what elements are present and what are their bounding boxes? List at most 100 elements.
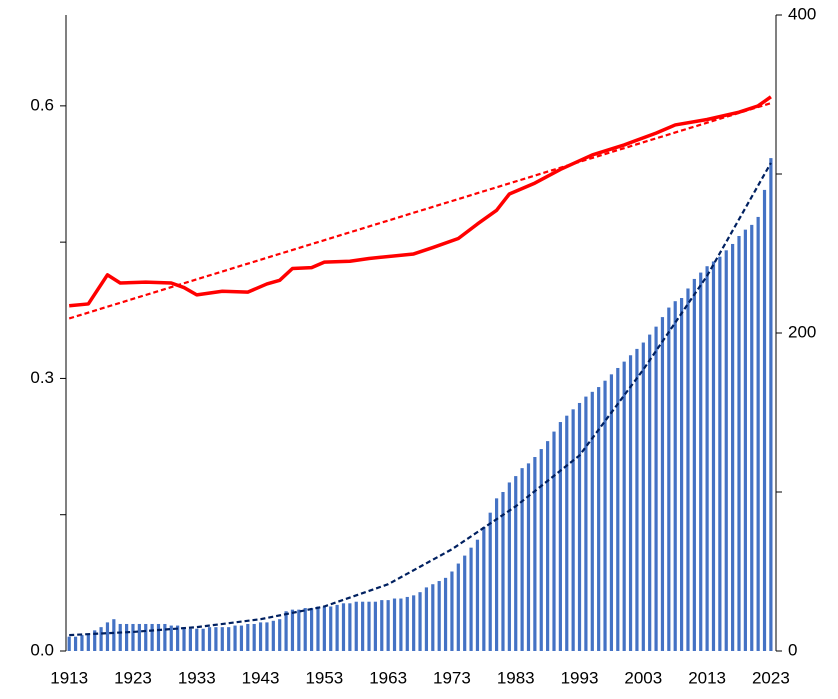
bar xyxy=(641,342,645,651)
bar xyxy=(239,625,244,651)
bar xyxy=(233,625,237,651)
bar xyxy=(348,603,352,651)
bar xyxy=(699,272,703,651)
bar xyxy=(297,609,301,651)
trend-line xyxy=(69,162,772,637)
bar xyxy=(290,609,295,651)
bar xyxy=(577,402,582,651)
bar xyxy=(207,627,212,651)
bar xyxy=(322,606,326,651)
bar xyxy=(105,622,110,651)
bar xyxy=(354,601,358,651)
bar xyxy=(405,596,409,651)
bar xyxy=(520,468,524,651)
bar xyxy=(93,630,97,651)
bar xyxy=(648,334,652,651)
bar xyxy=(507,482,511,651)
bar xyxy=(80,635,84,651)
bar xyxy=(692,278,696,651)
bar xyxy=(412,595,416,651)
x-tick-label: 2013 xyxy=(688,668,726,687)
bar xyxy=(762,189,767,651)
bar xyxy=(195,628,199,651)
bar xyxy=(392,598,397,651)
bar xyxy=(603,380,607,651)
bar xyxy=(265,622,269,651)
bar xyxy=(118,623,122,651)
bar xyxy=(756,216,760,651)
bar xyxy=(227,627,231,651)
bar xyxy=(539,449,543,651)
bar xyxy=(622,361,626,651)
bar xyxy=(437,581,441,651)
x-tick-label: 1933 xyxy=(178,668,216,687)
trend-line xyxy=(68,102,772,320)
y2-tick-label: 200 xyxy=(788,322,816,341)
x-tick-label: 1913 xyxy=(50,668,88,687)
bar xyxy=(469,547,473,651)
bar xyxy=(246,623,250,651)
bar xyxy=(769,158,773,651)
bar xyxy=(443,577,448,651)
bar xyxy=(514,476,518,651)
bar xyxy=(309,608,314,651)
bar xyxy=(399,598,403,651)
bar xyxy=(373,601,377,651)
bar xyxy=(220,627,224,651)
bar xyxy=(475,539,480,651)
bar xyxy=(482,526,486,651)
bar xyxy=(654,326,658,651)
bar xyxy=(546,441,550,651)
bar xyxy=(565,415,569,651)
bar xyxy=(488,512,492,651)
bar xyxy=(705,266,709,651)
x-tick-label: 1993 xyxy=(561,668,599,687)
bar xyxy=(137,623,141,651)
bar xyxy=(628,355,633,651)
bar xyxy=(584,396,588,651)
bar xyxy=(367,601,371,651)
x-tick-label: 1953 xyxy=(305,668,343,687)
bar xyxy=(335,604,339,651)
bar xyxy=(731,243,735,651)
bar xyxy=(750,224,754,651)
x-tick-label: 1973 xyxy=(433,668,471,687)
y-tick-label: 0.0 xyxy=(30,640,54,659)
bar xyxy=(188,628,192,651)
bar xyxy=(380,600,384,651)
bar xyxy=(635,348,639,651)
y-tick-label: 0.6 xyxy=(30,95,54,114)
bar xyxy=(718,256,722,651)
bar xyxy=(169,625,173,651)
bar xyxy=(526,463,531,651)
x-tick-label: 1923 xyxy=(114,668,152,687)
x-tick-label: 1983 xyxy=(497,668,535,687)
bar xyxy=(67,636,71,651)
bar xyxy=(258,622,263,651)
bar xyxy=(711,261,716,651)
bar xyxy=(743,229,747,651)
bar xyxy=(144,623,148,651)
y2-tick-label: 0 xyxy=(788,640,797,659)
bar xyxy=(667,307,671,651)
bar xyxy=(112,619,116,651)
bar xyxy=(182,627,186,651)
bar xyxy=(616,367,620,651)
bar xyxy=(450,571,454,651)
bar xyxy=(271,620,275,651)
bar xyxy=(552,431,556,651)
bar xyxy=(737,236,741,651)
bar xyxy=(284,611,288,651)
bar xyxy=(571,409,575,651)
bar xyxy=(660,317,665,651)
bar xyxy=(163,623,167,651)
bar xyxy=(176,625,180,651)
bar xyxy=(724,250,728,651)
bar xyxy=(686,288,690,651)
bar xyxy=(386,600,390,651)
bar xyxy=(361,601,365,651)
bar xyxy=(316,606,320,651)
bar xyxy=(609,374,614,651)
bar xyxy=(86,633,90,651)
